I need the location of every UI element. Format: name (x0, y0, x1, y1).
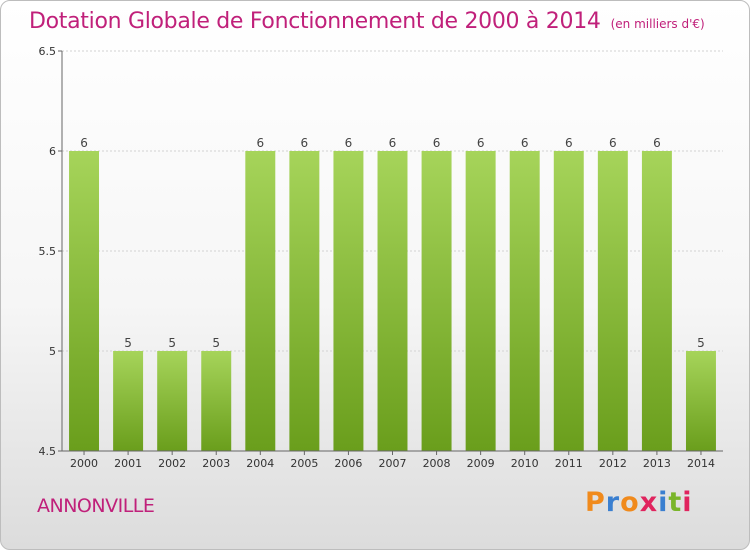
y-tick-label: 4.5 (39, 445, 57, 458)
x-tick-label: 2013 (643, 457, 671, 470)
bar-value-label: 6 (565, 136, 573, 150)
x-tick-label: 2009 (467, 457, 495, 470)
x-tick-label: 2001 (114, 457, 142, 470)
logo-letter: i (682, 487, 693, 518)
commune-name: ANNONVILLE (37, 495, 155, 517)
labels-layer: 6 5 5 5 6 6 6 6 6 6 6 6 6 6 5 (80, 136, 705, 350)
bar (553, 151, 584, 451)
bar (465, 151, 496, 451)
bar-value-label: 6 (345, 136, 353, 150)
bar-value-label: 6 (609, 136, 617, 150)
axis-layer: 4.5 5 5.5 6 6.5 2000 2001 2002 2003 2004 2005 2006 2… (39, 45, 723, 470)
x-tick-label: 2012 (599, 457, 627, 470)
bar (157, 351, 188, 451)
bar (509, 151, 540, 451)
y-tick-label: 6 (49, 145, 56, 158)
bar (641, 151, 672, 451)
bar (245, 151, 276, 451)
bar-value-label: 5 (212, 336, 220, 350)
bar (113, 351, 144, 451)
bar (201, 351, 232, 451)
x-tick-label: 2000 (70, 457, 98, 470)
x-tick-label: 2005 (290, 457, 318, 470)
x-tick-label: 2014 (687, 457, 715, 470)
x-tick-label: 2006 (334, 457, 362, 470)
y-tick-label: 6.5 (39, 45, 57, 58)
logo-letter: t (668, 487, 683, 518)
bar-value-label: 5 (124, 336, 132, 350)
bar-value-label: 6 (433, 136, 441, 150)
x-tick-label: 2004 (246, 457, 274, 470)
bar-value-label: 5 (697, 336, 705, 350)
bar (289, 151, 320, 451)
chart-title-text: Dotation Globale de Fonctionnement de 20… (29, 9, 601, 34)
bar-value-label: 5 (168, 336, 176, 350)
bar (421, 151, 452, 451)
y-tick-label: 5 (49, 345, 56, 358)
x-tick-label: 2003 (202, 457, 230, 470)
x-tick-label: 2008 (423, 457, 451, 470)
bar-value-label: 6 (653, 136, 661, 150)
bars-layer (69, 151, 716, 451)
bar-value-label: 6 (477, 136, 485, 150)
chart-subtitle: (en milliers d'€) (610, 17, 705, 31)
bar (685, 351, 716, 451)
logo-letter: P (585, 487, 606, 518)
bar (69, 151, 100, 451)
logo-letter: i (658, 487, 669, 518)
x-tick-label: 2010 (511, 457, 539, 470)
bar-value-label: 6 (256, 136, 264, 150)
x-tick-label: 2011 (555, 457, 583, 470)
chart-title: Dotation Globale de Fonctionnement de 20… (29, 9, 705, 34)
bar-value-label: 6 (521, 136, 529, 150)
bar (333, 151, 364, 451)
x-tick-label: 2007 (379, 457, 407, 470)
bar (597, 151, 628, 451)
logo-letter: r (605, 487, 621, 518)
proxiti-logo: Proxiti (585, 487, 693, 518)
bar-value-label: 6 (389, 136, 397, 150)
bar-value-label: 6 (80, 136, 88, 150)
bar-value-label: 6 (301, 136, 309, 150)
logo-letter: x (639, 487, 659, 518)
y-tick-label: 5.5 (39, 245, 57, 258)
logo-letter: o (620, 487, 640, 518)
x-tick-label: 2002 (158, 457, 186, 470)
bar (377, 151, 408, 451)
